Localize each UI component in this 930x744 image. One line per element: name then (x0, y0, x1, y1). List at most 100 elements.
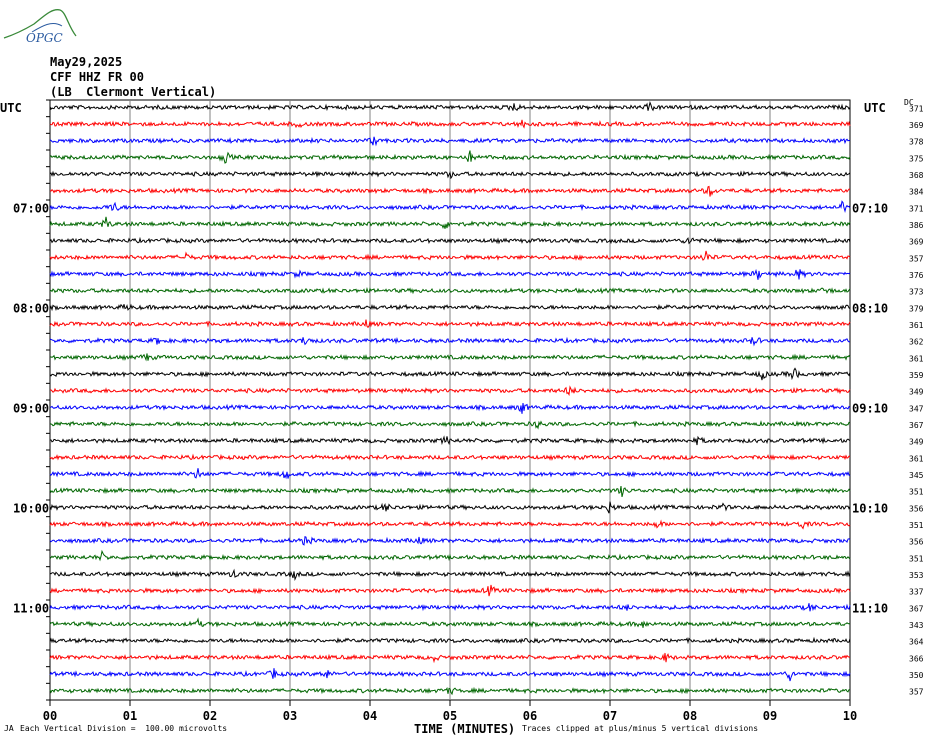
x-axis-title: TIME (MINUTES) (414, 722, 516, 736)
seismic-trace (49, 519, 851, 530)
x-tick-label: 03 (283, 709, 297, 723)
seismic-trace (49, 119, 851, 129)
seismic-trace (49, 336, 851, 347)
dc-offset-label: 357 (909, 254, 924, 263)
dc-offset-label: 347 (909, 404, 924, 413)
dc-offset-label: 356 (909, 504, 924, 513)
right-timezone-label: UTC (864, 101, 886, 115)
seismic-trace (49, 501, 851, 514)
dc-offset-label: 378 (909, 138, 924, 147)
right-time-label: 10:10 (852, 501, 888, 515)
seismic-trace (49, 385, 851, 397)
right-time-label: 08:10 (852, 301, 888, 315)
dc-offset-label: 373 (909, 288, 924, 297)
seismic-trace (49, 319, 851, 329)
dc-column-label: DC (904, 98, 914, 107)
left-time-label: 09:00 (13, 401, 49, 415)
x-tick-label: 09 (763, 709, 777, 723)
opgc-logo-mark: OPGC (3, 9, 77, 45)
seismic-trace (49, 420, 851, 430)
seismic-trace (49, 287, 851, 295)
dc-offset-label: 361 (909, 321, 924, 330)
seismic-trace (49, 170, 851, 180)
x-tick-label: 07 (603, 709, 617, 723)
x-tick-label: 00 (43, 709, 57, 723)
dc-offset-label: 366 (909, 654, 924, 663)
x-tick-label: 02 (203, 709, 217, 723)
seismic-trace (49, 617, 851, 628)
x-tick-label: 10 (843, 709, 857, 723)
left-timezone-label: UTC (0, 101, 22, 115)
right-time-label: 07:10 (852, 201, 888, 215)
seismic-trace (49, 453, 851, 461)
logo-text: OPGC (26, 31, 63, 44)
dc-offset-label: 375 (909, 154, 924, 163)
dc-offset-label: 349 (909, 438, 924, 447)
seismic-trace (49, 652, 851, 664)
dc-offset-label: 343 (909, 621, 924, 630)
dc-offset-label: 376 (909, 271, 924, 280)
opgc-logo: OPGC (2, 4, 80, 45)
dc-offset-label: 371 (909, 204, 924, 213)
dc-offset-label: 351 (909, 554, 924, 563)
seismic-trace (49, 549, 851, 562)
dc-offset-label: 350 (909, 671, 924, 680)
x-tick-label: 08 (683, 709, 697, 723)
seismic-trace (49, 216, 851, 229)
footer-mark: JA (4, 724, 14, 733)
left-time-label: 08:00 (13, 301, 49, 315)
dc-offset-label: 362 (909, 338, 924, 347)
dc-offset-label: 369 (909, 238, 924, 247)
x-tick-label: 04 (363, 709, 377, 723)
dc-offset-label: 349 (909, 388, 924, 397)
right-time-label: 11:10 (852, 601, 888, 615)
dc-offset-label: 345 (909, 471, 924, 480)
header-date: May29,2025 (50, 55, 123, 69)
dc-offset-label: 371 (909, 104, 924, 113)
dc-offset-label: 359 (909, 371, 924, 380)
dc-offset-label: 337 (909, 588, 924, 597)
seismic-trace (49, 468, 851, 480)
seismic-trace (49, 568, 851, 582)
dc-offset-label: 361 (909, 454, 924, 463)
x-tick-label: 01 (123, 709, 137, 723)
seismic-trace (49, 353, 851, 362)
seismic-trace (49, 185, 850, 197)
seismic-trace (49, 367, 851, 381)
header-location: (LB Clermont Vertical) (50, 85, 217, 99)
left-time-label: 10:00 (13, 501, 49, 515)
dc-offset-label: 361 (909, 354, 924, 363)
seismic-trace (49, 686, 850, 696)
seismic-trace (49, 136, 851, 147)
seismic-trace (49, 403, 851, 414)
dc-offset-label: 364 (909, 638, 924, 647)
dc-offset-label: 386 (909, 221, 924, 230)
clip-note: Traces clipped at plus/minus 5 vertical … (522, 724, 759, 733)
dc-offset-label: 353 (909, 571, 924, 580)
seismic-trace (49, 268, 851, 280)
seismic-trace (49, 150, 851, 164)
dc-offset-label: 368 (909, 171, 924, 180)
x-tick-label: 06 (523, 709, 537, 723)
header-station: CFF HHZ FR 00 (50, 70, 144, 84)
dc-offset-label: 356 (909, 538, 924, 547)
dc-offset-label: 384 (909, 188, 924, 197)
dc-offset-label: 367 (909, 604, 924, 613)
dc-offset-label: 351 (909, 488, 924, 497)
seismic-trace (49, 250, 851, 261)
seismic-trace (49, 435, 851, 446)
seismic-trace (49, 535, 851, 546)
x-tick-label: 05 (443, 709, 457, 723)
scale-note: Each Vertical Division = 100.00 microvol… (20, 724, 228, 733)
seismic-trace (49, 100, 851, 112)
seismic-trace (49, 603, 851, 612)
dc-offset-label: 351 (909, 521, 924, 530)
left-time-label: 11:00 (13, 601, 49, 615)
seismic-trace (49, 236, 851, 245)
dc-offset-label: 369 (909, 121, 924, 130)
seismic-trace (49, 584, 851, 597)
right-time-label: 09:10 (852, 401, 888, 415)
seismic-trace (49, 636, 851, 645)
dc-offset-label: 379 (909, 304, 924, 313)
